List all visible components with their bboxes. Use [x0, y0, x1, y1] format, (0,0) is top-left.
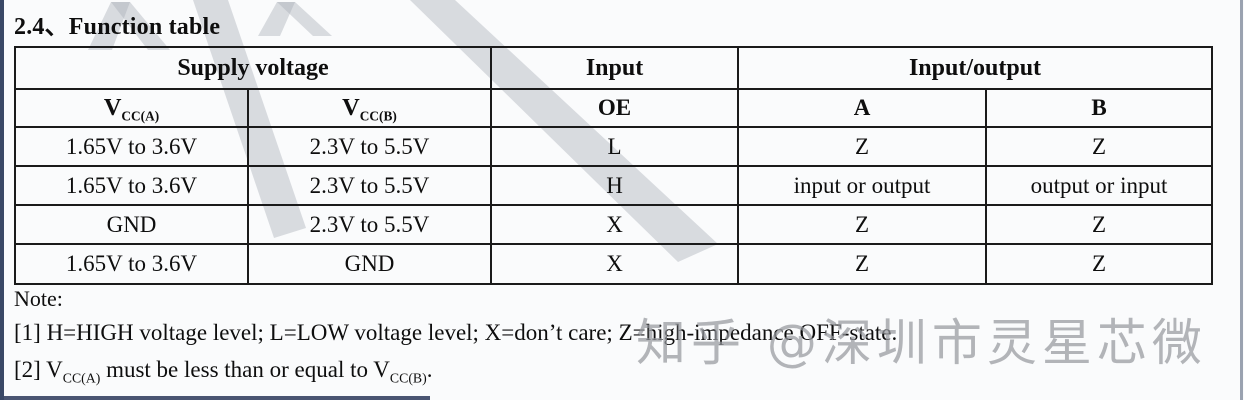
- cell-oe: H: [490, 165, 739, 206]
- cell-vcca: 1.65V to 3.6V: [14, 165, 249, 206]
- vcc-b-base: V: [342, 94, 360, 121]
- note-label: Note:: [14, 286, 63, 311]
- cell-a: Z: [737, 243, 987, 285]
- cell-vccb: 2.3V to 5.5V: [247, 126, 492, 167]
- note-2: [2] VCC(A) must be less than or equal to…: [14, 357, 433, 386]
- table-row: GND 2.3V to 5.5V X Z Z: [14, 204, 1214, 245]
- group-header-row: Supply voltage Input Input/output: [14, 46, 1214, 90]
- group-header-supply-voltage: Supply voltage: [14, 46, 492, 90]
- left-edge-bar: [0, 0, 4, 400]
- column-header-a: A: [737, 88, 987, 128]
- cell-vccb: 2.3V to 5.5V: [247, 204, 492, 245]
- section-title: 2.4、Function table: [14, 14, 221, 40]
- logo-chevron2-right-leg: [277, 2, 332, 36]
- cell-oe: X: [490, 204, 739, 245]
- cell-b: Z: [984, 126, 1214, 167]
- cell-a: Z: [737, 204, 987, 245]
- logo-chevron-left-leg: [88, 2, 130, 50]
- cell-vccb: 2.3V to 5.5V: [247, 165, 492, 206]
- vcc-a-base: V: [103, 94, 122, 121]
- function-table: Supply voltage Input Input/output VCC(A)…: [14, 46, 1214, 285]
- column-header-vcc-a: VCC(A): [14, 88, 249, 128]
- cell-b: Z: [984, 243, 1214, 285]
- cell-a: input or output: [737, 165, 987, 206]
- cell-b: output or input: [984, 165, 1214, 206]
- vcc-a-subscript: CC(A): [121, 108, 160, 124]
- right-edge-bar: [1240, 0, 1243, 400]
- table-row: 1.65V to 3.6V GND X Z Z: [14, 243, 1214, 285]
- cell-a: Z: [737, 126, 987, 167]
- cell-vccb: GND: [247, 243, 492, 285]
- cell-vcca: GND: [14, 204, 249, 245]
- column-header-b: B: [984, 88, 1214, 128]
- note-2-vcca-subscript: CC(A): [62, 370, 101, 386]
- table-row: 1.65V to 3.6V 2.3V to 5.5V L Z Z: [14, 126, 1214, 167]
- table-row: 1.65V to 3.6V 2.3V to 5.5V H input or ou…: [14, 165, 1214, 206]
- note-2-text: .: [426, 357, 433, 382]
- column-header-row: VCC(A) VCC(B) OE A B: [14, 88, 1214, 128]
- group-header-input: Input: [490, 46, 739, 90]
- cell-b: Z: [984, 204, 1214, 245]
- cell-vcca: 1.65V to 3.6V: [14, 243, 249, 285]
- cell-oe: X: [490, 243, 739, 285]
- note-2-text: [2] V: [14, 357, 63, 382]
- bottom-edge-bar: [4, 396, 430, 400]
- note-2-text: must be less than or equal to V: [100, 357, 390, 382]
- group-header-input-output: Input/output: [736, 46, 1214, 90]
- vcc-b-subscript: CC(B): [359, 108, 397, 124]
- column-header-oe: OE: [490, 88, 739, 128]
- logo-chevron-right-leg: [111, 2, 170, 50]
- cell-oe: L: [490, 126, 739, 167]
- column-header-vcc-b: VCC(B): [247, 88, 492, 128]
- note-2-vccb-subscript: CC(B): [389, 370, 427, 386]
- cell-vcca: 1.65V to 3.6V: [14, 126, 249, 167]
- logo-chevron2-left-leg: [258, 2, 295, 36]
- note-1: [1] H=HIGH voltage level; L=LOW voltage …: [14, 320, 898, 345]
